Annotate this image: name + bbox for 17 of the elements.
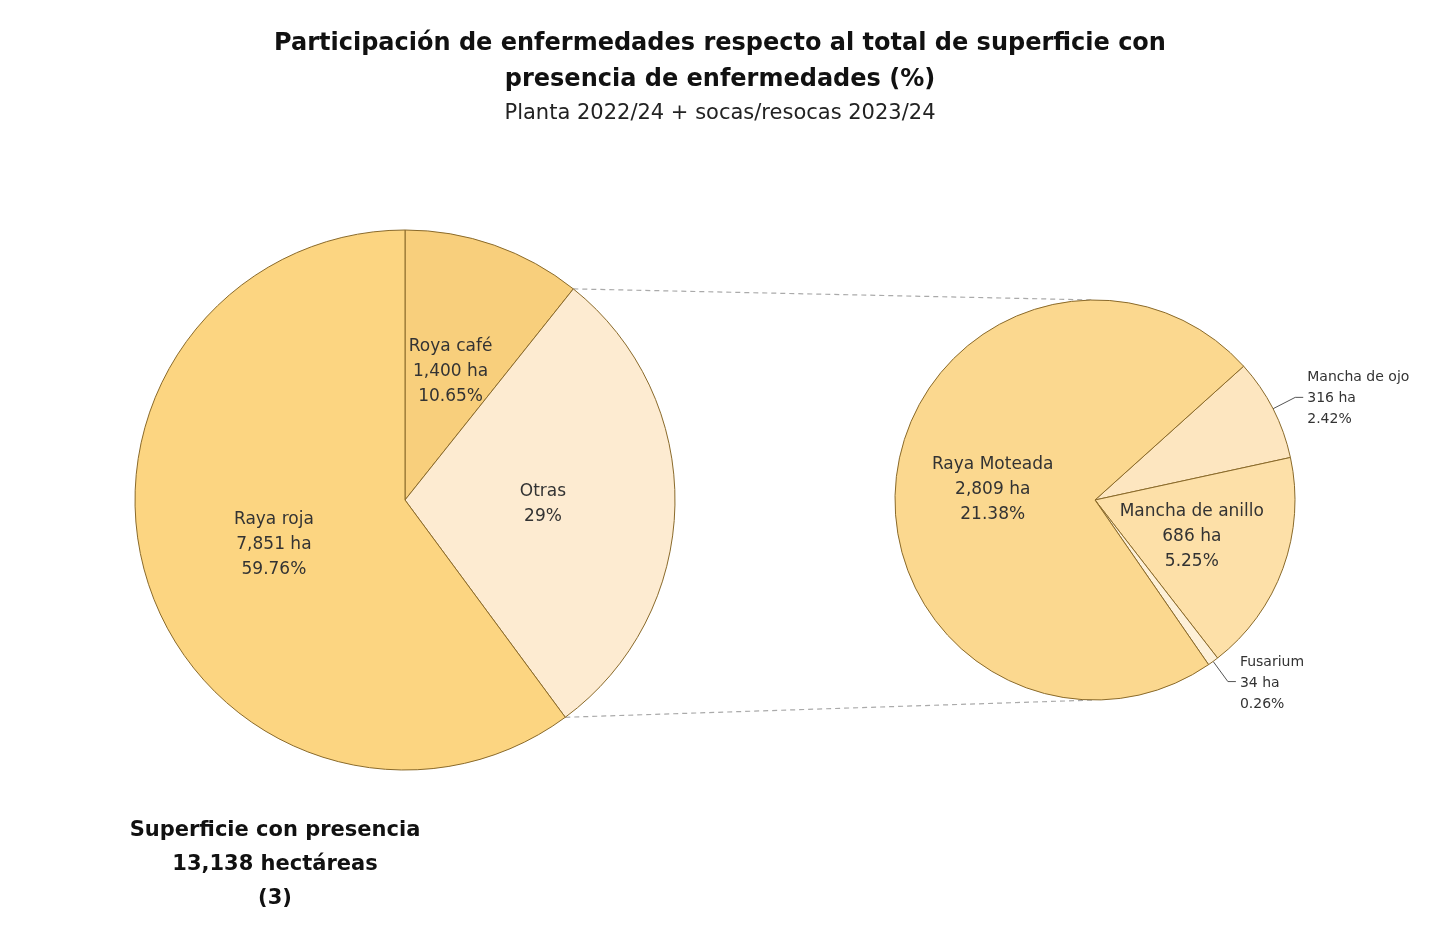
data-label: 316 ha 2.42%	[1307, 389, 1356, 427]
slice-label: Mancha de ojo	[1307, 368, 1410, 385]
chart-title: Participación de enfermedades respecto al total de superficie con presencia de enfermedades (%)	[273, 27, 1167, 94]
slice-label: Roya café	[408, 334, 493, 355]
slice-label: Mancha de anillo	[1119, 500, 1264, 521]
data-label: 29%	[524, 505, 562, 526]
slice-label: Otras	[519, 480, 567, 501]
data-label: 2,809 ha 21.38%	[955, 477, 1031, 523]
data-label: 1,400 ha 10.65%	[412, 359, 489, 405]
slice-label: Fusarium	[1239, 652, 1305, 669]
data-label: 686 ha 5.25%	[1162, 525, 1222, 571]
data-label: 34 ha 0.26%	[1239, 673, 1285, 711]
slice-label: Raya roja	[233, 508, 314, 529]
text: Superficie con presencia 13,138 hectáreas (3)	[128, 816, 422, 911]
data-label: 7,851 ha 59.76%	[236, 533, 312, 579]
text: Planta 2022/24 + socas/resocas 2023/24	[503, 100, 937, 124]
slice-label: Raya Moteada	[931, 452, 1054, 473]
